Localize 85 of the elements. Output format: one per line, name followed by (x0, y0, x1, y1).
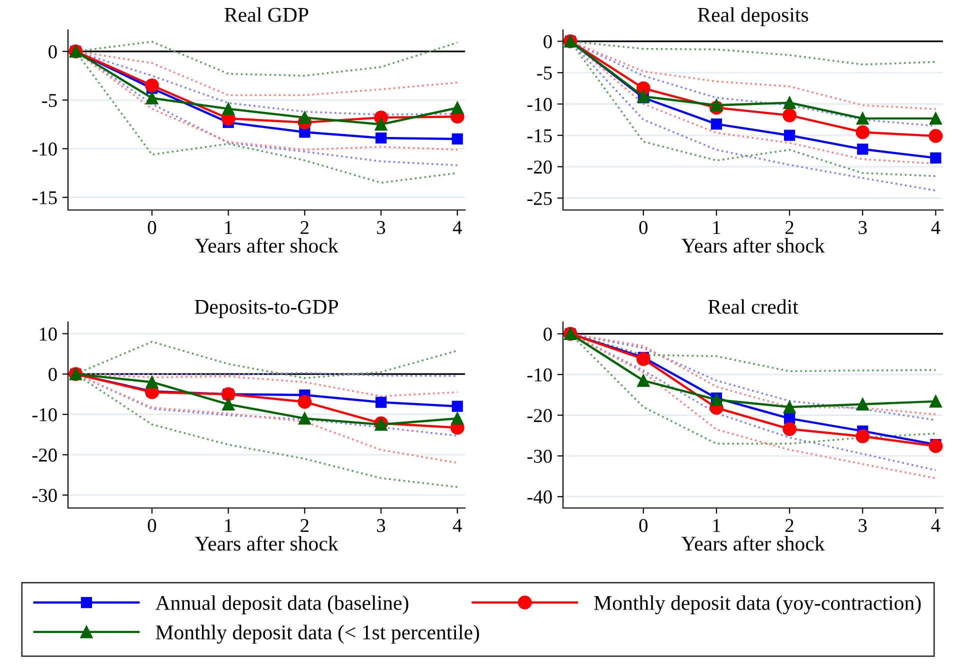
point (637, 374, 650, 387)
y-tick-label: -20 (527, 409, 552, 422)
legend-label: Annual deposit data (baseline) (155, 595, 408, 614)
chart-title: Deposits-to-GDP (194, 300, 338, 318)
point (145, 78, 159, 92)
legend-label: Monthly deposit data (yoy-contraction) (594, 595, 921, 614)
y-tick-label: -10 (32, 408, 57, 422)
x-axis-title: Years after shock (681, 238, 825, 253)
x-tick-label: 4 (452, 221, 462, 234)
x-tick-label: 3 (377, 221, 386, 234)
x-tick-label: 0 (639, 220, 648, 234)
x-tick-label: 2 (300, 519, 308, 532)
chart-title: Real GDP (224, 7, 308, 22)
y-tick-label: -20 (527, 160, 552, 174)
point (451, 412, 464, 425)
point (146, 92, 158, 104)
x-tick-label: 2 (786, 519, 794, 532)
point (636, 352, 650, 366)
x-tick-label: 2 (786, 221, 794, 234)
point (710, 99, 723, 112)
y-tick-label: -15 (32, 191, 57, 204)
point (452, 400, 463, 412)
y-tick-label: -10 (527, 368, 552, 382)
x-axis-title: Years after shock (194, 536, 338, 551)
y-tick-label: 0 (48, 368, 57, 381)
y-tick-label: 0 (48, 45, 57, 58)
x-tick-label: 1 (713, 221, 720, 234)
legend-label: Monthly deposit data (< 1st percentile) (156, 624, 480, 644)
point (929, 395, 942, 408)
x-tick-label: 4 (931, 221, 940, 234)
x-tick-label: 2 (300, 221, 308, 234)
chart-title: Real deposits (698, 7, 808, 26)
point (856, 429, 870, 444)
point (222, 102, 235, 116)
x-tick-label: 0 (148, 518, 156, 532)
x-tick-label: 1 (713, 519, 720, 532)
point (298, 394, 312, 409)
x-tick-label: 4 (931, 519, 940, 532)
x-axis-title: Years after shock (681, 536, 825, 551)
point (784, 130, 796, 141)
point (374, 118, 388, 131)
y-tick-label: 0 (544, 328, 552, 341)
x-axis-title: Years after shock (194, 238, 338, 253)
point (856, 125, 870, 140)
point (782, 422, 796, 436)
point (146, 376, 158, 388)
point (856, 112, 869, 125)
x-tick-label: 1 (225, 221, 232, 234)
x-tick-label: 4 (452, 519, 462, 532)
y-tick-label: -25 (527, 192, 552, 206)
y-tick-label: -20 (32, 448, 57, 462)
y-tick-label: -15 (527, 129, 552, 142)
point (375, 132, 387, 144)
point (930, 152, 942, 164)
y-tick-label: -30 (32, 488, 57, 502)
point (783, 400, 796, 414)
y-tick-label: -30 (527, 450, 552, 463)
point (375, 396, 387, 408)
y-tick-label: -10 (527, 98, 552, 111)
point (452, 133, 463, 145)
y-tick-label: -40 (527, 490, 552, 504)
y-tick-label: -10 (32, 142, 57, 156)
point (710, 118, 722, 130)
x-tick-label: 3 (377, 519, 386, 532)
x-tick-label: 0 (148, 220, 156, 234)
x-tick-label: 3 (858, 221, 867, 234)
point (782, 108, 796, 122)
point (928, 439, 943, 454)
point (298, 111, 311, 124)
y-tick-label: 0 (544, 35, 552, 48)
y-tick-label: -5 (42, 94, 57, 107)
chart-title: Real credit (708, 299, 798, 314)
point (856, 398, 869, 410)
x-tick-label: 1 (225, 519, 232, 532)
point (298, 412, 311, 425)
y-tick-label: 10 (40, 328, 57, 341)
point (857, 144, 868, 155)
point (222, 398, 235, 411)
point (928, 129, 943, 143)
point (451, 102, 464, 114)
y-tick-label: -5 (537, 66, 552, 80)
x-tick-label: 3 (858, 519, 867, 532)
point (783, 96, 796, 110)
x-tick-label: 0 (639, 518, 648, 532)
point (929, 112, 942, 125)
